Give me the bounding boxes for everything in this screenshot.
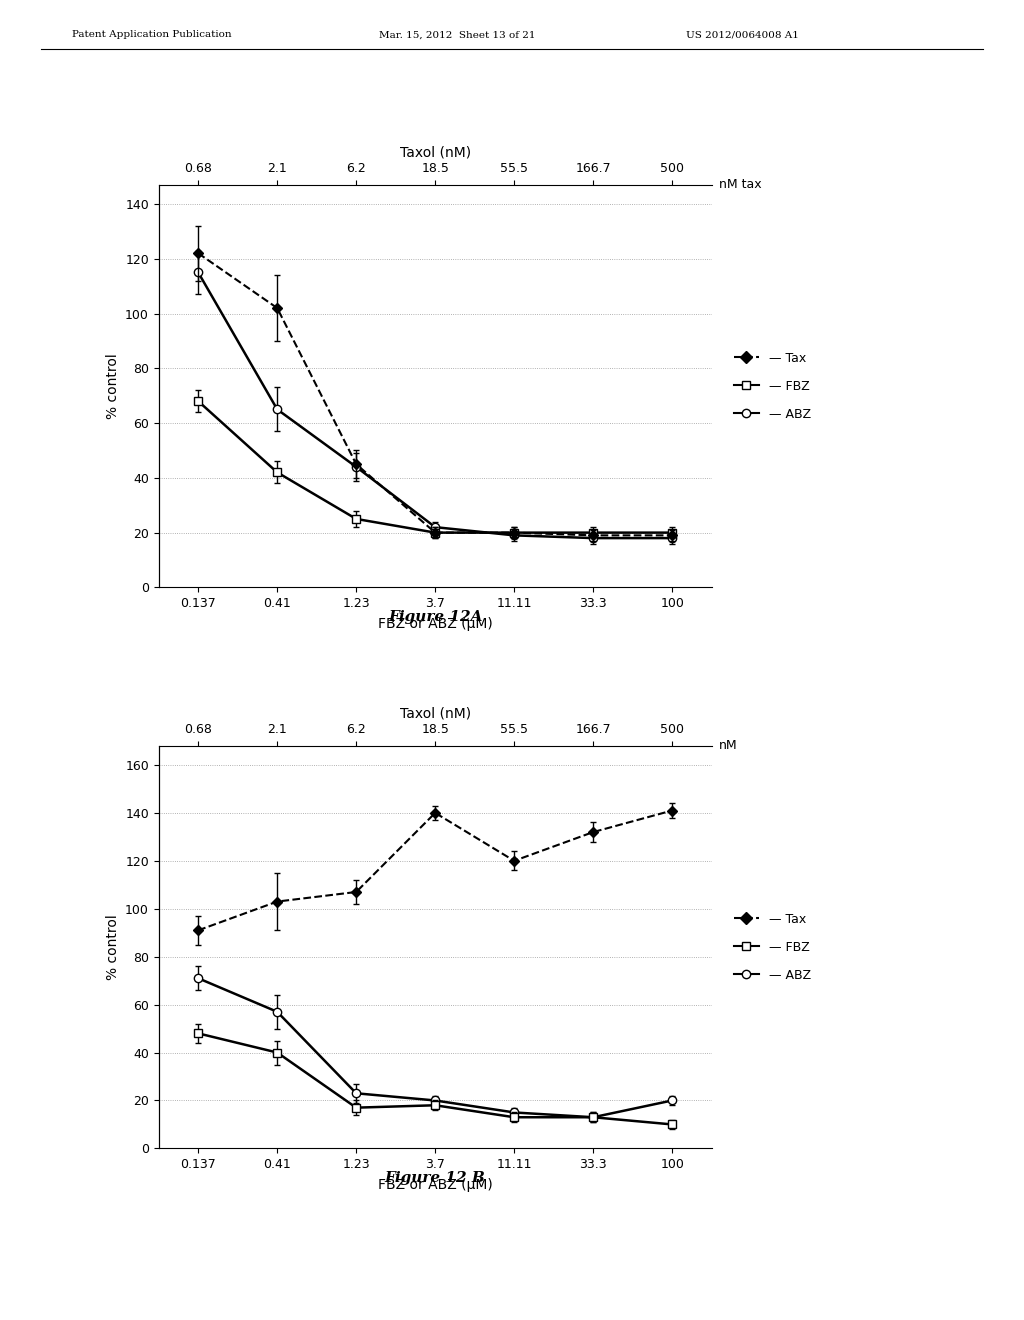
Legend: — Tax, — FBZ, — ABZ: — Tax, — FBZ, — ABZ (729, 908, 816, 986)
X-axis label: FBZ or ABZ (μM): FBZ or ABZ (μM) (378, 1177, 493, 1192)
Y-axis label: % control: % control (105, 354, 120, 418)
Text: Figure 12 B: Figure 12 B (385, 1171, 485, 1185)
X-axis label: FBZ or ABZ (μM): FBZ or ABZ (μM) (378, 616, 493, 631)
Text: US 2012/0064008 A1: US 2012/0064008 A1 (686, 30, 799, 40)
Text: Patent Application Publication: Patent Application Publication (72, 30, 231, 40)
Text: Figure 12A: Figure 12A (388, 610, 482, 624)
Text: Mar. 15, 2012  Sheet 13 of 21: Mar. 15, 2012 Sheet 13 of 21 (379, 30, 536, 40)
X-axis label: Taxol (nM): Taxol (nM) (399, 145, 471, 160)
X-axis label: Taxol (nM): Taxol (nM) (399, 706, 471, 721)
Y-axis label: % control: % control (105, 915, 120, 979)
Text: nM: nM (719, 739, 737, 752)
Legend: — Tax, — FBZ, — ABZ: — Tax, — FBZ, — ABZ (729, 347, 816, 425)
Text: nM tax: nM tax (719, 178, 761, 191)
